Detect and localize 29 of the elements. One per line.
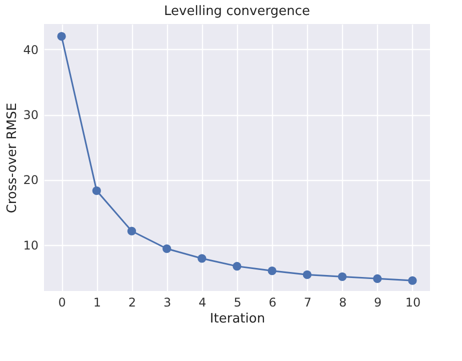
y-tick-label: 30 [23,108,38,122]
x-axis-title: Iteration [210,312,266,326]
chart-title: Levelling convergence [164,4,310,19]
x-tick-label: 3 [164,296,172,310]
point [232,262,242,271]
y-tick-label: 20 [23,173,38,188]
x-tick-label: 1 [93,296,101,310]
point [338,272,347,281]
y-axis-title: Cross-over RMSE [5,102,20,214]
y-tick-label: 40 [23,42,38,57]
point [408,276,417,285]
x-tick-label: 7 [304,296,312,310]
y-tick-label: 10 [23,238,38,252]
x-tick-label: 8 [338,296,347,310]
x-tick-label: 5 [234,296,242,310]
point [373,274,382,283]
point [57,32,66,41]
x-tick-label: 9 [374,296,382,310]
point [302,270,312,280]
point [198,254,206,263]
point [127,226,136,236]
x-tick-label: 0 [58,296,66,310]
point [268,266,276,276]
point [162,244,172,253]
x-tick-label: 4 [198,296,206,310]
x-tick-label: 10 [405,296,421,310]
x-tick-label: 6 [268,296,276,310]
point [92,186,101,196]
x-tick-label: 2 [128,296,136,310]
